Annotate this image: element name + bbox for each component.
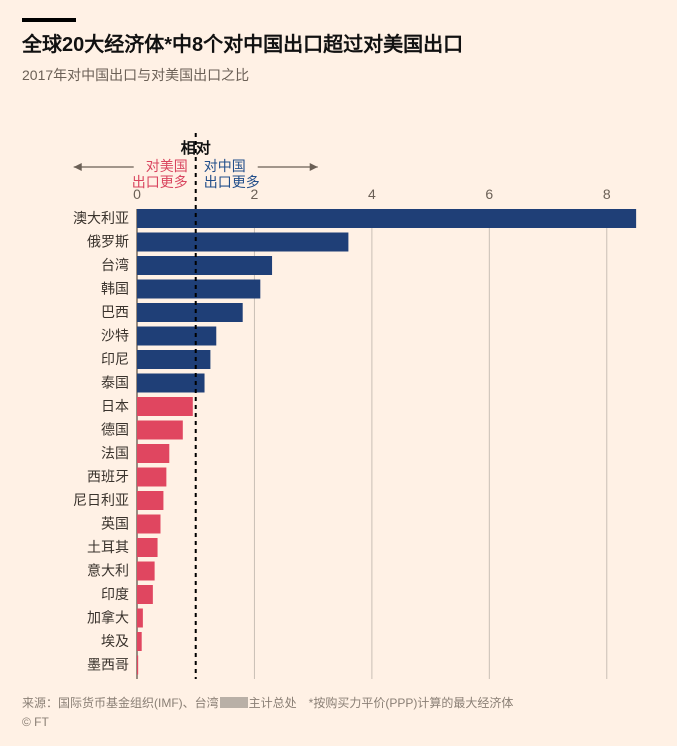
- bar: [137, 280, 260, 299]
- country-label: 加拿大: [87, 610, 129, 626]
- bar: [137, 327, 216, 346]
- copyright-text: © FT: [22, 715, 49, 729]
- chart-subtitle: 2017年对中国出口与对美国出口之比: [22, 65, 655, 85]
- bar: [137, 515, 160, 534]
- bar: [137, 374, 205, 393]
- bar: [137, 538, 158, 557]
- bar: [137, 256, 272, 275]
- chart-title: 全球20大经济体*中8个对中国出口超过对美国出口: [22, 32, 655, 59]
- bar: [137, 656, 138, 675]
- country-label: 台湾: [101, 257, 129, 273]
- country-label: 韩国: [101, 281, 129, 297]
- country-label: 印尼: [101, 351, 129, 367]
- arrow-right-head: [310, 163, 318, 171]
- reference-label-right-1: 对中国: [204, 158, 246, 174]
- country-label: 沙特: [101, 328, 129, 344]
- country-label: 泰国: [101, 375, 129, 391]
- reference-label-right-2: 出口更多: [204, 174, 260, 190]
- top-rule: [22, 18, 76, 22]
- country-label: 意大利: [87, 563, 129, 579]
- bar: [137, 209, 636, 228]
- country-label: 西班牙: [87, 469, 129, 485]
- country-label: 墨西哥: [87, 657, 129, 673]
- bar: [137, 350, 210, 369]
- chart-area: 02468澳大利亚俄罗斯台湾韩国巴西沙特印尼泰国日本德国法国西班牙尼日利亚英国土…: [22, 131, 655, 691]
- bar: [137, 491, 163, 510]
- redacted-block: [220, 697, 248, 708]
- bar: [137, 632, 142, 651]
- country-label: 法国: [101, 445, 129, 461]
- country-label: 土耳其: [87, 539, 129, 555]
- country-label: 巴西: [101, 304, 129, 320]
- reference-label-left-1: 对美国: [146, 158, 188, 174]
- x-tick-label: 8: [603, 186, 611, 202]
- source-text-suffix: 主计总处 *按购买力平价(PPP)计算的最大经济体: [249, 696, 514, 710]
- country-label: 日本: [101, 398, 129, 414]
- bar: [137, 468, 166, 487]
- bar: [137, 562, 155, 581]
- x-tick-label: 4: [368, 186, 376, 202]
- bar-chart-svg: 02468澳大利亚俄罗斯台湾韩国巴西沙特印尼泰国日本德国法国西班牙尼日利亚英国土…: [22, 131, 655, 691]
- arrow-left-head: [74, 163, 82, 171]
- bar: [137, 609, 143, 628]
- bar: [137, 444, 169, 463]
- bar: [137, 421, 183, 440]
- chart-footer: 来源：国际货币基金组织(IMF)、台湾 主计总处 *按购买力平价(PPP)计算的最…: [22, 694, 655, 732]
- source-text-prefix: 来源：国际货币基金组织(IMF)、台湾: [22, 696, 219, 710]
- country-label: 德国: [101, 422, 129, 438]
- country-label: 印度: [101, 586, 129, 602]
- bar: [137, 585, 153, 604]
- bar: [137, 303, 243, 322]
- country-label: 澳大利亚: [73, 210, 129, 226]
- bar: [137, 397, 193, 416]
- bar: [137, 233, 348, 252]
- country-label: 埃及: [101, 633, 129, 649]
- country-label: 英国: [101, 516, 129, 532]
- reference-label-left-2: 出口更多: [132, 174, 188, 190]
- x-tick-label: 6: [485, 186, 493, 202]
- reference-label-top: 相对: [181, 139, 211, 157]
- country-label: 尼日利亚: [73, 492, 129, 508]
- chart-card: 全球20大经济体*中8个对中国出口超过对美国出口 2017年对中国出口与对美国出…: [0, 0, 677, 746]
- country-label: 俄罗斯: [87, 234, 129, 250]
